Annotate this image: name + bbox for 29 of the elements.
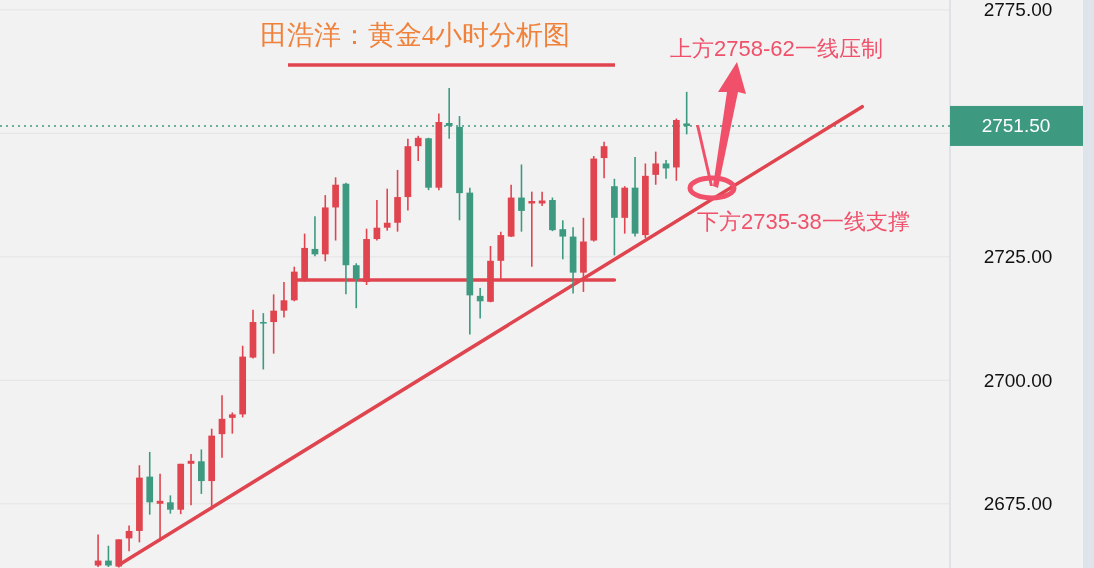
candlestick xyxy=(198,448,205,495)
ref-label: 2751.50 xyxy=(950,105,1083,146)
candlestick xyxy=(270,293,277,355)
candlestick xyxy=(156,472,164,543)
candlestick xyxy=(600,140,608,180)
y-tick-label: 2775.00 xyxy=(983,0,1053,21)
candlestick xyxy=(167,494,174,515)
annotation: 下方2735-38一线支撑 xyxy=(697,209,910,234)
candlestick xyxy=(383,187,391,232)
y-tick-label: 2700.00 xyxy=(983,369,1053,391)
candlestick xyxy=(228,411,236,435)
text: 田浩洋：黄金4小时分析图 xyxy=(259,20,571,50)
candlestick xyxy=(662,159,670,180)
candlestick xyxy=(476,287,484,320)
candlestick xyxy=(652,150,660,186)
candlestick xyxy=(352,262,360,309)
candlestick xyxy=(280,281,288,319)
y-tick-label: 2725.00 xyxy=(983,246,1053,268)
annotation: 上方2758-62一线压制 xyxy=(670,36,883,61)
candlestick xyxy=(105,544,112,568)
ref-line-label: 2751.50 xyxy=(981,115,1051,137)
candlestick xyxy=(414,135,422,162)
candlestick xyxy=(518,163,525,233)
candlestick xyxy=(187,453,195,507)
candlestick xyxy=(259,312,267,371)
candlestick xyxy=(94,533,102,568)
candlestick xyxy=(559,219,567,261)
y-tick-label: 2675.00 xyxy=(983,493,1053,515)
candlestick xyxy=(332,176,339,242)
